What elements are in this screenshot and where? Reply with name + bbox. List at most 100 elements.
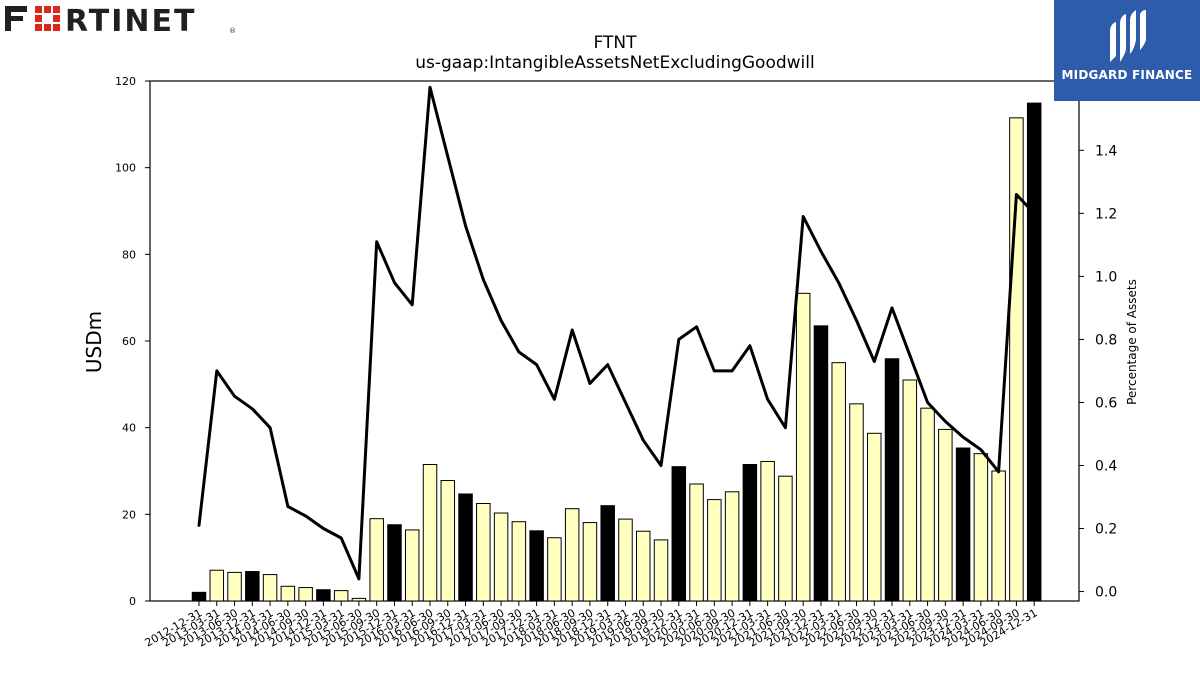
line-point [855,319,858,322]
bar [209,569,225,602]
line-point [909,354,911,357]
line-point [233,395,236,398]
y2-tick-label: 0.6 [1095,395,1117,411]
line-point [535,363,538,366]
line-point [713,370,716,372]
y-tick-label: 20 [122,508,136,521]
bar [867,432,882,602]
bar [316,589,331,602]
line-point [1015,193,1018,196]
bar [955,447,971,602]
line-point [269,426,271,429]
line-point [731,370,733,372]
bar [920,407,935,602]
y-tick-label: 40 [122,422,136,435]
bar [689,483,704,602]
chart-subtitle: us-gaap:IntangibleAssetsNetExcludingGood… [415,53,814,73]
bar [440,480,456,602]
line-point [358,578,360,580]
bar [618,518,633,602]
y2-tick-label: 0.8 [1095,332,1117,348]
bar [671,466,687,602]
bar [831,362,846,602]
line-point [482,278,485,281]
line-point [749,344,751,347]
bar [564,508,580,602]
line-point [660,464,662,467]
bar [742,464,758,602]
line-point [642,439,645,442]
bar [707,499,722,602]
line-point [571,329,573,331]
line-point [997,471,1000,473]
line-point [553,398,556,401]
y-axis-label: USDm [82,311,106,373]
midgard-emblem-icon [1110,10,1146,62]
bar [902,379,918,602]
bar [973,453,989,602]
svg-text:RTINET: RTINET [65,4,196,34]
y-tick-label: 100 [115,162,136,175]
y2-tick-label: 0.0 [1095,585,1117,601]
y2-tick-label: 1.4 [1095,143,1117,159]
line-point [766,398,769,401]
bar [351,597,367,602]
bar [1026,102,1042,602]
bar [724,491,740,602]
bar [529,530,544,602]
line-point [837,281,840,284]
bar [849,403,864,602]
line-point [624,401,627,404]
line-point [500,319,502,322]
line-point [784,426,787,429]
bar [653,539,669,602]
line-point [606,363,609,366]
line-point [891,307,893,309]
line-point [375,240,378,243]
bar [884,358,900,602]
bar [493,512,509,602]
line-point [695,326,698,328]
percentage-line [197,85,1036,581]
bar [600,505,615,602]
line-point [926,401,929,404]
line-point [464,225,467,227]
bar [636,530,651,602]
y2-tick-label: 1.2 [1095,206,1117,222]
y2-tick-label: 0.2 [1095,522,1117,538]
line-point [216,370,218,372]
line-point [447,155,449,158]
midgard-finance-logo: MIDGARD FINANCE [1054,0,1200,101]
line-point [980,448,982,451]
bar [778,475,793,602]
line-point [820,250,822,252]
line-point [251,408,254,410]
y-tick-label: 120 [115,75,136,88]
bar [262,574,278,602]
bar [387,524,402,602]
bar [760,460,775,602]
bar [298,587,313,602]
line-point [429,86,431,89]
y-tick-label: 0 [129,595,136,608]
bar [547,537,562,602]
line-point [518,351,520,353]
line-point [198,524,200,527]
line-point [678,338,680,341]
chart-title: FTNT [594,33,638,53]
bar [991,470,1006,602]
midgard-finance-text: MIDGARD FINANCE [1061,68,1193,82]
line-point [802,215,804,218]
bar [582,522,598,602]
y2-axis-label: Percentage of Assets [1125,279,1139,405]
line-point [340,537,343,539]
line-point [962,436,964,438]
y2-tick-label: 1.0 [1095,269,1117,285]
line-point [873,360,876,363]
bar [369,518,384,602]
bar [458,493,473,602]
line-point [1033,212,1035,215]
line-point [411,304,414,306]
line-point [393,281,396,284]
bar [1009,117,1024,602]
